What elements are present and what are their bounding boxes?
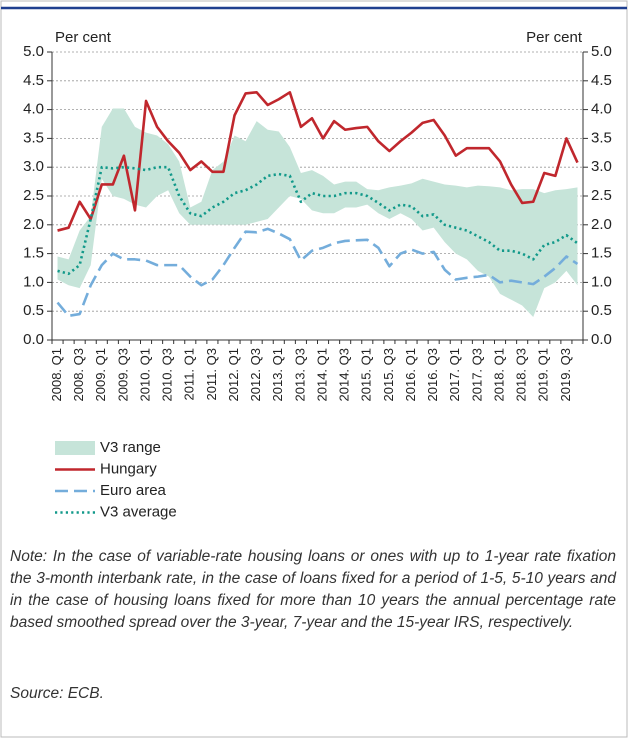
y-tick-label: 4.5 xyxy=(23,72,44,89)
y-tick-label: 3.5 xyxy=(23,129,44,146)
y-tick-label: 0.5 xyxy=(23,302,44,319)
y2-tick-label: 3.0 xyxy=(591,158,612,175)
y-tick-label: 2.5 xyxy=(23,187,44,204)
x-tick-label: 2010. Q3 xyxy=(160,348,175,402)
series-line xyxy=(57,91,579,232)
x-tick-label: 2009. Q3 xyxy=(115,348,130,402)
x-tick-label: 2008. Q3 xyxy=(71,348,86,402)
x-tick-label: 2019. Q3 xyxy=(558,348,573,402)
y-tick-label: 1.0 xyxy=(23,273,44,290)
x-tick-label: 2019. Q1 xyxy=(536,348,551,402)
y-tick-label: 0.0 xyxy=(23,331,44,348)
x-tick-label: 2011. Q3 xyxy=(204,348,219,401)
y2-tick-label: 4.0 xyxy=(591,101,612,118)
series-line xyxy=(57,165,579,276)
x-tick-label: 2013. Q1 xyxy=(270,348,285,402)
y2-tick-label: 2.0 xyxy=(591,216,612,233)
y2-tick-label: 4.5 xyxy=(591,72,612,89)
x-tick-label: 2016. Q3 xyxy=(425,348,440,402)
y-axis-label: Per cent xyxy=(55,29,112,46)
x-tick-label: 2017. Q3 xyxy=(469,348,484,402)
legend-label: Euro area xyxy=(100,482,167,499)
y-tick-label: 4.0 xyxy=(23,101,44,118)
source: Source: ECB. xyxy=(10,685,104,702)
note: Note: In the case of variable-rate housi… xyxy=(10,548,616,631)
y2-tick-label: 5.0 xyxy=(591,43,612,60)
y2-tick-label: 1.0 xyxy=(591,273,612,290)
y2-tick-label: 2.5 xyxy=(591,187,612,204)
y2-tick-label: 1.5 xyxy=(591,245,612,262)
x-tick-label: 2015. Q1 xyxy=(359,348,374,402)
x-tick-label: 2010. Q1 xyxy=(137,348,152,402)
x-tick-label: 2018. Q1 xyxy=(491,348,506,402)
legend-swatch xyxy=(55,441,95,455)
y2-tick-label: 0.0 xyxy=(591,331,612,348)
range-band xyxy=(57,108,578,317)
x-tick-label: 2009. Q1 xyxy=(93,348,108,402)
x-tick-label: 2016. Q1 xyxy=(403,348,418,402)
y-tick-label: 3.0 xyxy=(23,158,44,175)
x-tick-label: 2012. Q3 xyxy=(248,348,263,402)
x-tick-label: 2014. Q3 xyxy=(337,348,352,402)
y-tick-label: 1.5 xyxy=(23,245,44,262)
x-tick-label: 2013. Q3 xyxy=(292,348,307,402)
y2-axis-label: Per cent xyxy=(526,29,583,46)
legend-label: Hungary xyxy=(100,460,157,477)
x-tick-label: 2017. Q1 xyxy=(447,348,462,402)
legend-label: V3 range xyxy=(100,439,161,456)
x-tick-label: 2008. Q1 xyxy=(49,348,64,402)
x-tick-label: 2015. Q3 xyxy=(381,348,396,402)
legend-label: V3 average xyxy=(100,503,177,520)
y2-tick-label: 3.5 xyxy=(591,129,612,146)
y-tick-label: 2.0 xyxy=(23,216,44,233)
x-tick-label: 2012. Q1 xyxy=(226,348,241,402)
x-tick-label: 2014. Q1 xyxy=(314,348,329,402)
x-tick-label: 2018. Q3 xyxy=(514,348,529,402)
y2-tick-label: 0.5 xyxy=(591,302,612,319)
y-tick-label: 5.0 xyxy=(23,43,44,60)
x-tick-label: 2011. Q1 xyxy=(182,348,197,401)
